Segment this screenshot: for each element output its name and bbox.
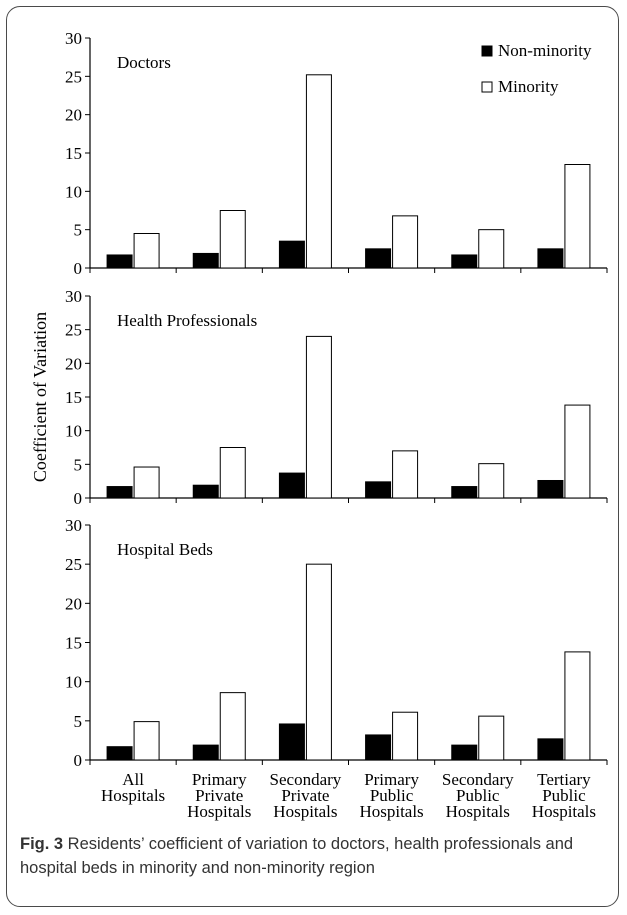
bar-minority <box>305 74 332 269</box>
bar-minority <box>219 692 246 761</box>
bar-non-minority <box>106 254 133 269</box>
y-tick-label: 0 <box>74 489 83 508</box>
bar-minority <box>219 447 246 499</box>
y-axis-label: Coefficient of Variation <box>30 312 50 482</box>
bar-non-minority <box>192 484 219 499</box>
legend-label-minority: Minority <box>498 77 559 96</box>
y-tick-label: 30 <box>65 516 82 535</box>
bar-minority <box>392 450 419 499</box>
bar-non-minority <box>106 486 133 499</box>
y-tick-label: 30 <box>65 287 82 306</box>
bar-minority <box>564 404 591 499</box>
bar-non-minority <box>537 479 564 499</box>
bar-minority <box>478 715 505 761</box>
bar-non-minority <box>365 481 392 499</box>
panel-title: Hospital Beds <box>117 540 213 559</box>
y-tick-label: 25 <box>65 321 82 340</box>
bar-minority <box>133 466 160 499</box>
bar-minority <box>564 164 591 269</box>
figure-caption: Fig. 3 Residents’ coefficient of variati… <box>20 832 616 880</box>
y-tick-label: 20 <box>65 106 82 125</box>
bar-non-minority <box>451 254 478 269</box>
bar-non-minority <box>106 746 133 761</box>
bar-minority <box>133 233 160 269</box>
panel-title: Health Professionals <box>117 311 257 330</box>
y-tick-label: 20 <box>65 354 82 373</box>
y-tick-label: 30 <box>65 29 82 48</box>
bar-non-minority <box>278 240 305 269</box>
y-tick-label: 5 <box>74 455 83 474</box>
x-category-label: Primary Private Hospitals <box>187 770 251 821</box>
caption-text: Residents’ coefficient of variation to d… <box>20 835 574 877</box>
y-tick-label: 5 <box>74 221 83 240</box>
y-tick-label: 20 <box>65 594 82 613</box>
y-tick-label: 15 <box>65 144 82 163</box>
caption-label: Fig. 3 <box>20 835 64 853</box>
chart-canvas: 0 5 10 15 20 25 30 Doctors 0 5 10 15 20 25 30 Health Pr… <box>30 29 608 821</box>
bar-non-minority <box>537 248 564 269</box>
bar-non-minority <box>365 734 392 761</box>
legend-swatch-minority <box>481 81 493 93</box>
bar-minority <box>564 651 591 761</box>
y-tick-label: 15 <box>65 634 82 653</box>
bar-minority <box>305 335 332 499</box>
y-tick-label: 10 <box>65 673 82 692</box>
y-tick-label: 25 <box>65 67 82 86</box>
bar-minority <box>133 721 160 761</box>
legend-swatch-non-minority <box>481 45 493 57</box>
y-tick-label: 5 <box>74 712 83 731</box>
y-tick-label: 25 <box>65 555 82 574</box>
y-tick-label: 0 <box>74 259 83 278</box>
bar-non-minority <box>537 738 564 761</box>
bar-non-minority <box>365 248 392 269</box>
bar-non-minority <box>192 252 219 269</box>
bar-minority <box>305 563 332 761</box>
bar-minority <box>478 229 505 269</box>
x-category-label: All Hospitals <box>101 770 165 805</box>
bar-non-minority <box>451 744 478 761</box>
bar-minority <box>392 711 419 761</box>
bar-non-minority <box>192 744 219 761</box>
y-tick-label: 0 <box>74 751 83 770</box>
bar-non-minority <box>278 472 305 499</box>
y-tick-label: 10 <box>65 182 82 201</box>
bar-non-minority <box>278 723 305 761</box>
x-category-label: Secondary Private Hospitals <box>270 770 342 821</box>
bar-minority <box>219 210 246 269</box>
x-category-label: Tertiary Public Hospitals <box>532 770 596 821</box>
y-tick-label: 15 <box>65 388 82 407</box>
x-category-label: Secondary Public Hospitals <box>442 770 514 821</box>
x-category-label: Primary Public Hospitals <box>359 770 423 821</box>
panel-title: Doctors <box>117 53 171 72</box>
y-tick-label: 10 <box>65 422 82 441</box>
bar-minority <box>392 215 419 269</box>
bar-non-minority <box>451 486 478 499</box>
bar-minority <box>478 463 505 499</box>
legend-label-non-minority: Non-minority <box>498 41 592 60</box>
